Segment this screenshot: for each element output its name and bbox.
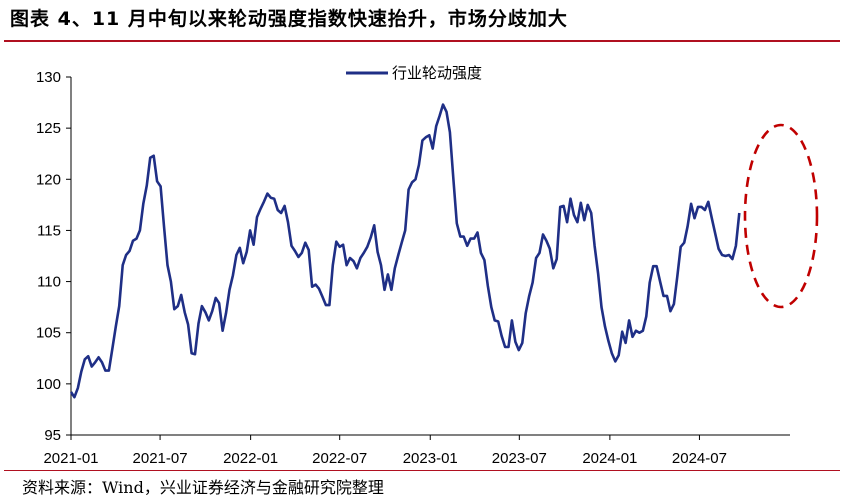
x-tick-label: 2021-01 xyxy=(43,450,98,467)
source-note: 资料来源：Wind，兴业证券经济与金融研究院整理 xyxy=(22,478,384,497)
x-axis-ticks: 2021-01 2021-07 2022-01 2022-07 2023-01 2023-… xyxy=(43,435,727,467)
x-tick-label: 2023-07 xyxy=(492,450,547,467)
y-tick-label: 115 xyxy=(37,222,61,239)
y-tick-label: 95 xyxy=(44,427,61,444)
title-divider xyxy=(4,40,840,42)
y-tick-label: 130 xyxy=(36,69,61,86)
x-tick-label: 2022-07 xyxy=(312,450,367,467)
legend-label: 行业轮动强度 xyxy=(392,64,482,82)
x-tick-label: 2022-01 xyxy=(223,450,278,467)
x-tick-label: 2024-07 xyxy=(672,450,727,467)
y-axis-ticks: 95 100 105 110 115 120 125 130 xyxy=(36,69,71,444)
y-tick-label: 105 xyxy=(36,325,61,342)
highlight-ellipse xyxy=(743,123,819,309)
legend: 行业轮动强度 xyxy=(346,64,482,82)
annotation-layer xyxy=(743,123,819,309)
y-tick-label: 120 xyxy=(36,171,61,188)
chart-title: 图表 4、11 月中旬以来轮动强度指数快速抬升，市场分歧加大 xyxy=(10,8,568,30)
y-tick-label: 125 xyxy=(36,120,61,137)
source-divider xyxy=(4,470,840,471)
chart-axes xyxy=(70,77,790,436)
y-tick-label: 110 xyxy=(37,274,61,291)
y-tick-label: 100 xyxy=(36,376,61,393)
series-line xyxy=(69,103,741,399)
x-tick-label: 2023-01 xyxy=(403,450,458,467)
plot-area xyxy=(69,103,741,399)
x-tick-label: 2021-07 xyxy=(133,450,188,467)
x-tick-label: 2024-01 xyxy=(582,450,637,467)
